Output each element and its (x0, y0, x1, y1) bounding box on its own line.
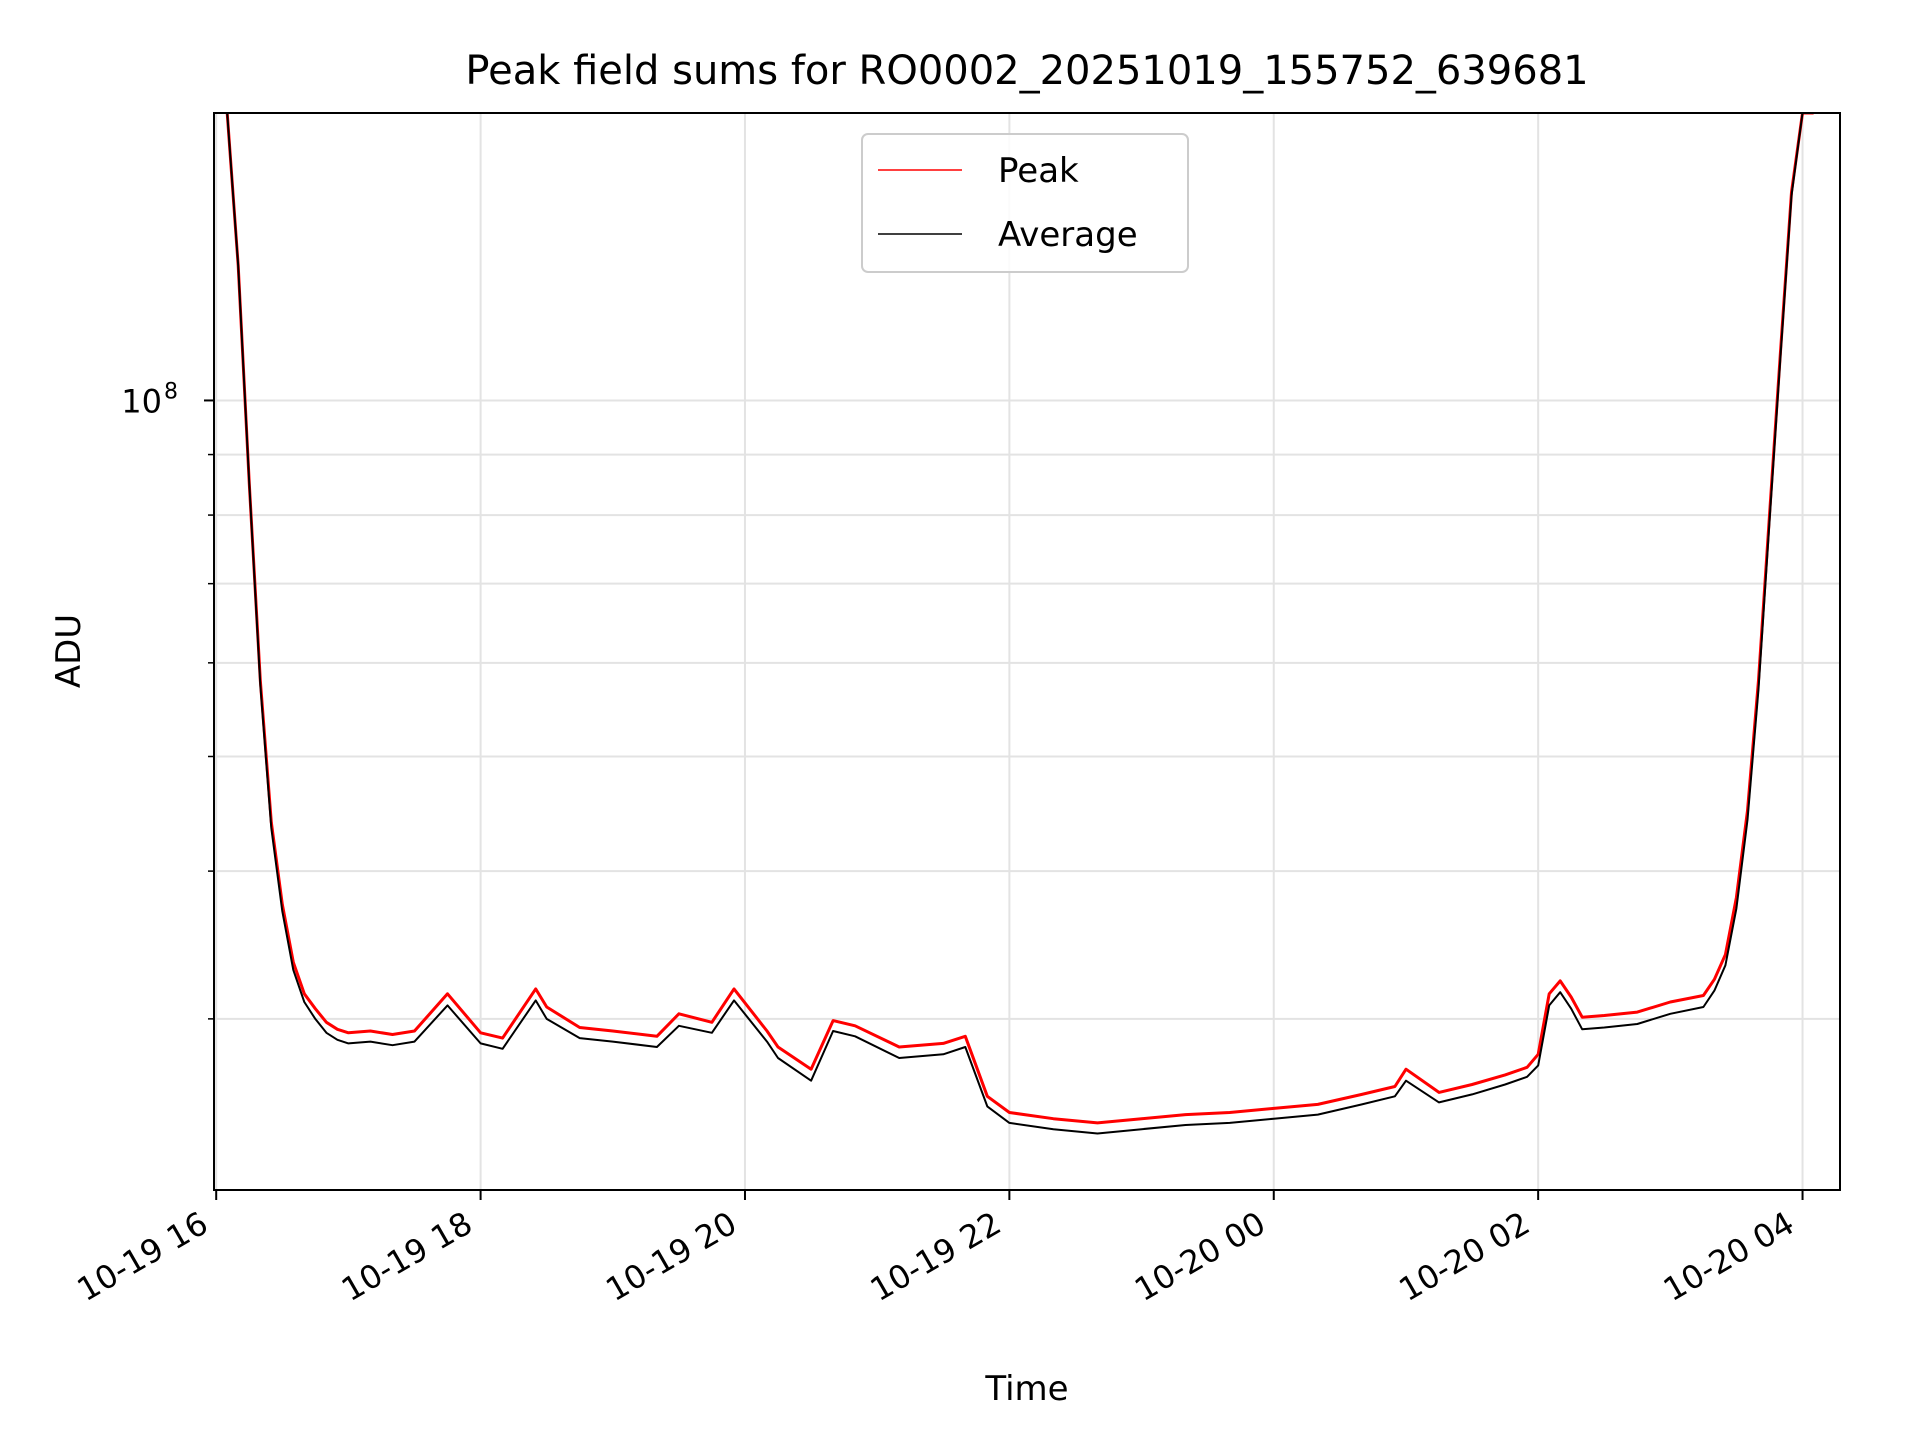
series-line-average (226, 113, 1814, 1135)
grid-lines (214, 113, 1840, 1190)
series-line-peak (225, 113, 1814, 1125)
legend-box (861, 133, 1189, 273)
series-layer (225, 113, 1814, 1135)
legend-label-average: Average (998, 215, 1138, 255)
chart-title: Peak field sums for RO0002_20251019_1557… (465, 48, 1588, 94)
x-axis-label: Time (984, 1369, 1068, 1409)
plot-frame (213, 112, 1841, 1191)
y-axis-label: ADU (49, 614, 89, 688)
y-tick-exponent: 8 (164, 379, 178, 404)
y-tick-label: 10 (121, 382, 162, 420)
legend: Peak Average (861, 133, 1189, 273)
legend-label-peak: Peak (998, 151, 1079, 191)
y-axis-ticks: 10 8 (121, 379, 214, 1020)
